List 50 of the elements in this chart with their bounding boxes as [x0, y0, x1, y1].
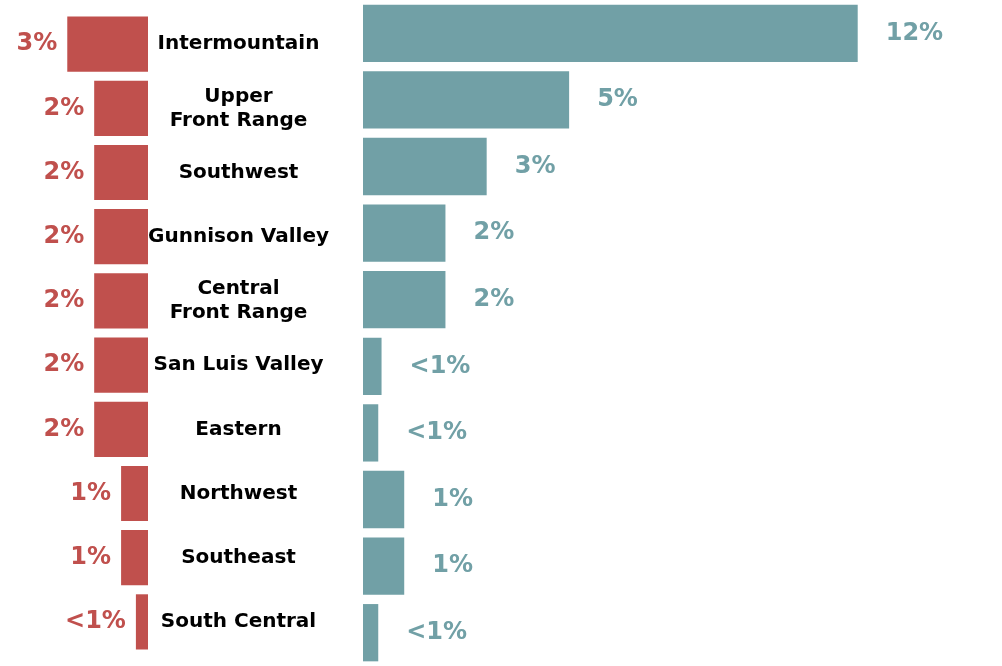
bar — [363, 404, 379, 462]
data-label: 2% — [43, 349, 85, 378]
y-tick-label: Central Front Range — [169, 275, 308, 324]
bar — [363, 537, 405, 595]
bar — [363, 604, 379, 662]
data-label: 2% — [43, 413, 85, 442]
bar — [94, 273, 148, 329]
bar — [363, 4, 858, 62]
bar — [363, 271, 446, 329]
data-label: 1% — [70, 541, 112, 570]
bar — [94, 337, 148, 393]
data-label: 2% — [473, 283, 515, 312]
data-label: <1% — [65, 606, 126, 635]
data-label: 1% — [432, 483, 473, 512]
y-tick-label: Eastern — [195, 415, 282, 440]
data-label: 3% — [16, 28, 58, 57]
bar — [121, 465, 148, 522]
data-label: 12% — [885, 17, 944, 46]
bar — [121, 530, 148, 586]
y-tick-label: San Luis Valley — [153, 351, 324, 376]
data-label: <1% — [409, 350, 471, 379]
y-tick-label: Southeast — [181, 543, 297, 568]
y-tick-label: Intermountain — [157, 30, 320, 55]
data-label: 5% — [597, 84, 638, 113]
data-label: 3% — [514, 150, 556, 179]
data-label: 2% — [43, 285, 85, 314]
y-tick-label: Gunnison Valley — [148, 222, 330, 247]
data-label: 1% — [70, 477, 112, 506]
bar — [94, 80, 148, 136]
data-label: <1% — [406, 616, 468, 645]
data-label: 2% — [43, 156, 85, 185]
bar — [363, 470, 405, 529]
bar — [67, 16, 148, 72]
bar — [363, 137, 487, 196]
y-tick-label: Southwest — [178, 158, 299, 183]
bar — [94, 144, 148, 201]
bar — [135, 594, 148, 650]
data-label: 2% — [43, 220, 85, 249]
bar — [94, 401, 148, 457]
bar — [363, 337, 382, 395]
bar — [363, 71, 570, 129]
data-label: 1% — [432, 550, 473, 579]
bar — [363, 204, 446, 262]
data-label: 2% — [43, 92, 85, 121]
y-tick-label: Northwest — [179, 479, 298, 504]
y-tick-label: Upper Front Range — [169, 82, 308, 131]
y-tick-label: South Central — [160, 608, 317, 633]
bar — [94, 209, 148, 265]
data-label: <1% — [406, 417, 468, 446]
data-label: 2% — [473, 217, 515, 246]
